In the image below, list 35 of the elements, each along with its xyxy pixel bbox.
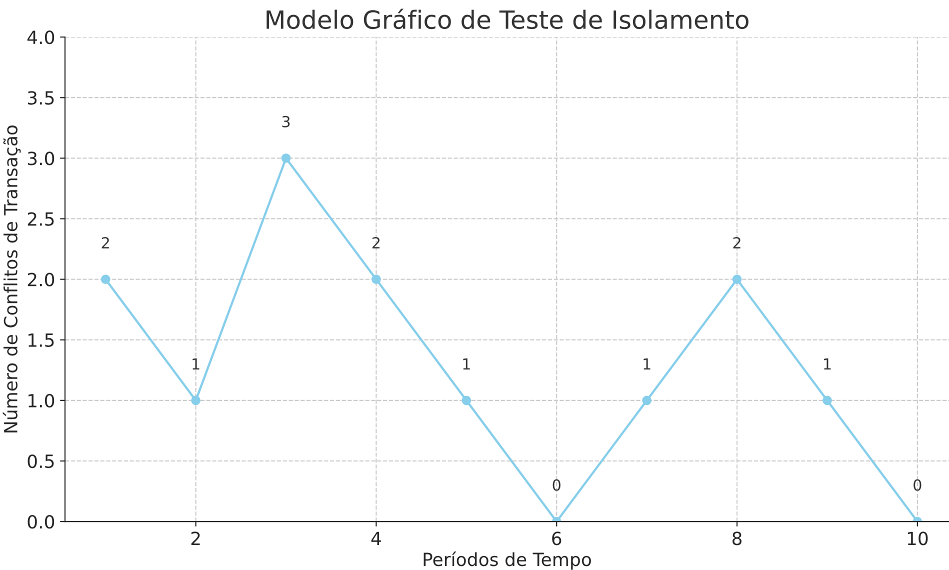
y-tick-label: 2.5 (28, 212, 54, 226)
x-tick-label: 2 (191, 532, 200, 545)
y-tick-label: 1.0 (28, 394, 54, 408)
point (462, 396, 472, 406)
x-axis-title: Períodos de Tempo (424, 552, 591, 570)
point (281, 153, 291, 163)
y-tick-label: 4.0 (27, 30, 54, 44)
data-label: 0 (552, 479, 560, 491)
data-label: 2 (102, 237, 109, 248)
y-tick-label: 0.0 (28, 515, 54, 529)
y-axis-title: Número de Conflitos de Transação (2, 125, 21, 432)
x-tick-label: 4 (371, 532, 381, 545)
point (100, 274, 110, 284)
point (372, 274, 381, 284)
data-label: 1 (644, 358, 650, 370)
y-tick-label: 1.5 (28, 334, 54, 347)
point (732, 274, 742, 284)
x-tick-label: 6 (552, 532, 562, 546)
point (822, 396, 832, 406)
y-tick-label: 0.5 (28, 454, 54, 468)
chart-title: Modelo Gráfico de Teste de Isolamento (266, 8, 748, 30)
data-label: 0 (914, 479, 922, 491)
data-label: 1 (192, 358, 200, 370)
x-tick-label: 10 (908, 532, 928, 546)
data-label: 2 (733, 237, 740, 248)
data-label: 1 (824, 358, 831, 370)
data-label: 3 (282, 116, 290, 128)
y-tick-label: 3.0 (28, 152, 54, 166)
data-label: 1 (463, 358, 470, 370)
data-label: 2 (372, 237, 380, 248)
x-tick-label: 8 (732, 532, 742, 546)
y-tick-label: 2.0 (28, 272, 54, 286)
y-tick-label: 3.5 (28, 91, 54, 105)
point (191, 396, 200, 406)
point (642, 396, 652, 406)
